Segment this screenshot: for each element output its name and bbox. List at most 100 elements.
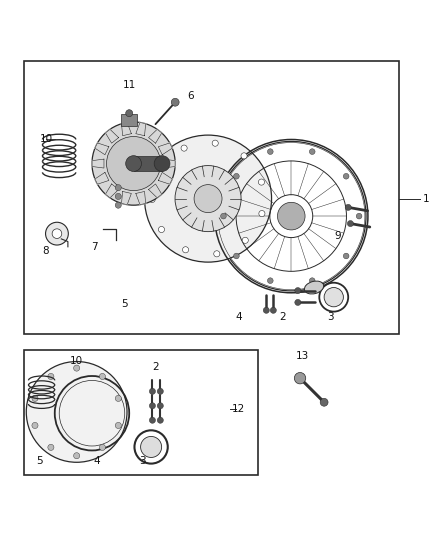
Circle shape: [277, 203, 305, 230]
Circle shape: [74, 365, 80, 371]
Bar: [24, 61, 399, 334]
Text: 10: 10: [39, 134, 53, 144]
Circle shape: [99, 374, 106, 379]
Polygon shape: [95, 143, 109, 155]
Polygon shape: [158, 172, 172, 184]
Circle shape: [295, 300, 301, 305]
Circle shape: [345, 204, 351, 211]
Circle shape: [343, 173, 349, 179]
Circle shape: [145, 135, 272, 262]
Polygon shape: [92, 159, 104, 168]
Circle shape: [241, 153, 247, 159]
Circle shape: [46, 222, 68, 245]
Circle shape: [309, 149, 315, 155]
Circle shape: [263, 307, 269, 313]
Circle shape: [115, 184, 121, 191]
Circle shape: [258, 179, 265, 185]
Circle shape: [158, 166, 164, 172]
Text: 4: 4: [235, 312, 242, 322]
Circle shape: [126, 156, 141, 172]
Circle shape: [343, 253, 349, 259]
Circle shape: [294, 373, 306, 384]
Circle shape: [141, 437, 162, 457]
Circle shape: [214, 251, 220, 257]
Circle shape: [194, 184, 222, 213]
Circle shape: [233, 253, 239, 259]
Circle shape: [126, 110, 133, 117]
Circle shape: [48, 445, 54, 450]
Polygon shape: [136, 123, 146, 136]
Circle shape: [106, 136, 161, 191]
Circle shape: [295, 287, 301, 294]
Text: 2: 2: [279, 312, 286, 322]
Circle shape: [115, 422, 121, 429]
Circle shape: [320, 398, 328, 406]
Circle shape: [259, 211, 265, 216]
Circle shape: [149, 196, 155, 203]
Polygon shape: [121, 123, 131, 136]
Polygon shape: [106, 130, 119, 143]
Circle shape: [181, 145, 187, 151]
Circle shape: [268, 278, 273, 284]
Circle shape: [356, 213, 362, 219]
Circle shape: [154, 156, 170, 172]
Circle shape: [48, 374, 54, 379]
Circle shape: [347, 221, 353, 227]
Circle shape: [171, 98, 179, 106]
Text: 6: 6: [187, 91, 194, 101]
Circle shape: [99, 445, 106, 450]
Polygon shape: [95, 172, 109, 184]
Bar: [121, 114, 137, 126]
Text: 4: 4: [93, 456, 100, 466]
Text: 13: 13: [296, 351, 309, 361]
Circle shape: [149, 403, 155, 409]
Circle shape: [159, 227, 165, 232]
Circle shape: [52, 229, 62, 238]
Text: 5: 5: [36, 456, 43, 466]
Circle shape: [149, 417, 155, 423]
Circle shape: [157, 417, 163, 423]
Circle shape: [183, 247, 189, 253]
Text: 3: 3: [327, 312, 334, 322]
Polygon shape: [136, 191, 146, 205]
Polygon shape: [121, 191, 131, 205]
Polygon shape: [148, 184, 162, 198]
Text: 10: 10: [70, 356, 83, 366]
Text: 3: 3: [139, 456, 146, 466]
Text: 7: 7: [91, 242, 98, 252]
Circle shape: [221, 213, 226, 219]
Polygon shape: [158, 143, 172, 155]
Circle shape: [212, 140, 218, 146]
Circle shape: [268, 149, 273, 155]
Bar: [24, 350, 258, 474]
Text: 5: 5: [121, 298, 128, 309]
Text: 11: 11: [123, 80, 136, 90]
Circle shape: [309, 278, 315, 284]
Circle shape: [324, 287, 343, 307]
Circle shape: [115, 395, 121, 401]
Circle shape: [26, 361, 127, 462]
Circle shape: [149, 388, 155, 394]
Circle shape: [242, 237, 248, 244]
Text: 8: 8: [42, 246, 49, 256]
Circle shape: [233, 173, 239, 179]
Circle shape: [92, 122, 175, 205]
Circle shape: [74, 453, 80, 459]
Text: 12: 12: [232, 404, 245, 414]
Circle shape: [115, 202, 121, 208]
Polygon shape: [163, 159, 175, 168]
Circle shape: [270, 307, 276, 313]
Circle shape: [157, 403, 163, 409]
Text: 9: 9: [334, 231, 341, 241]
Circle shape: [157, 388, 163, 394]
Circle shape: [32, 395, 38, 401]
Circle shape: [115, 193, 121, 199]
Ellipse shape: [304, 281, 324, 294]
Bar: [134, 156, 162, 172]
Circle shape: [32, 422, 38, 429]
Polygon shape: [148, 130, 162, 143]
Text: 1: 1: [422, 193, 429, 204]
Circle shape: [175, 166, 241, 232]
Polygon shape: [106, 184, 119, 198]
Text: 2: 2: [152, 362, 159, 372]
